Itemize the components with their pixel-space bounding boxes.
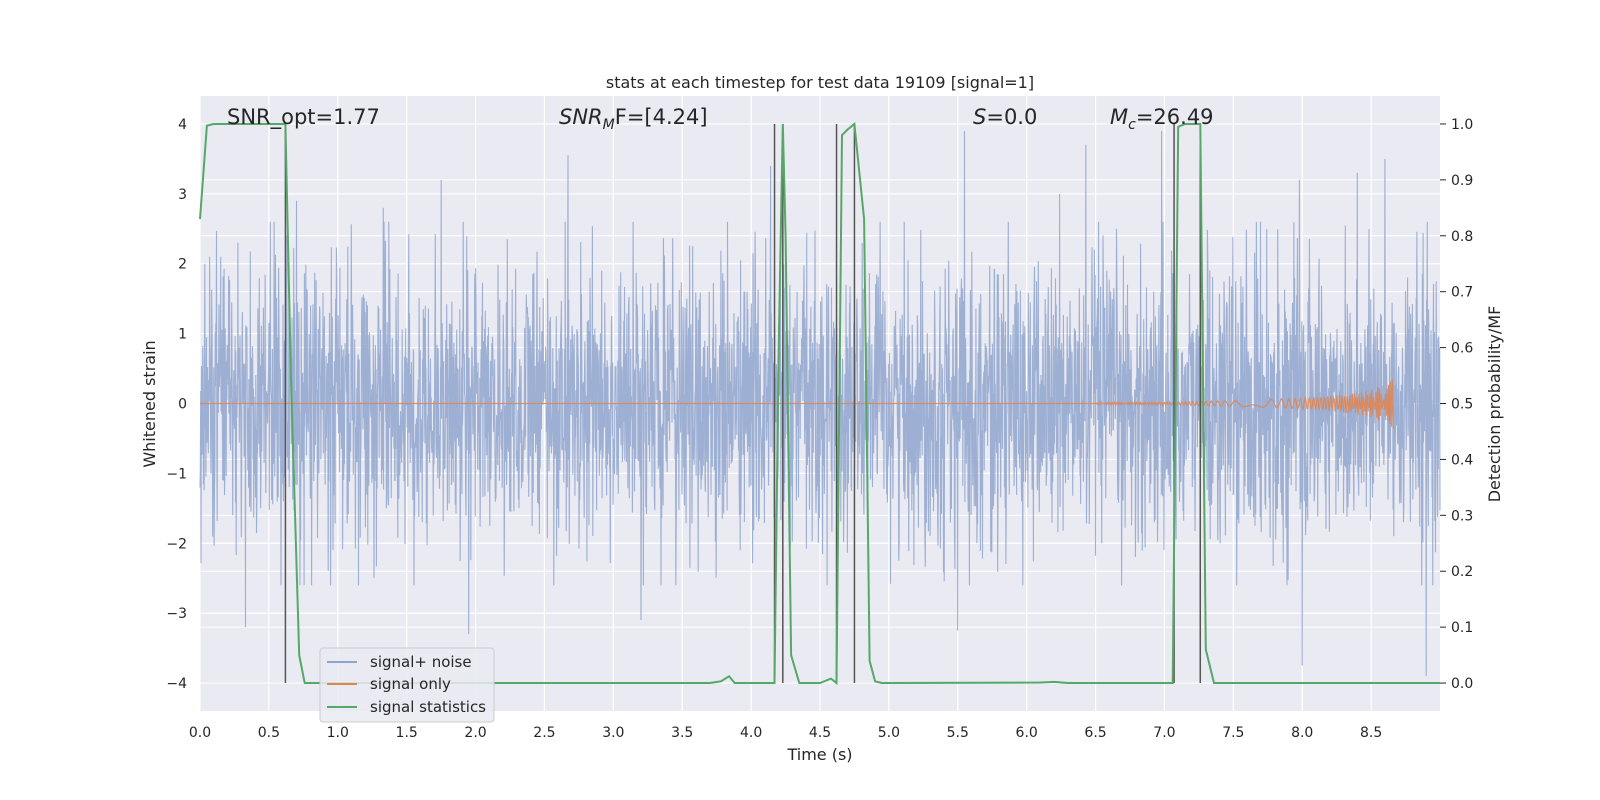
y-right-tick-labels: 1.0 0.9 0.8 0.7 0.6 0.5 0.4 0.3 0.2 0.1 0.0 (1440, 117, 1473, 692)
y-right-tick-label: 0.8 (1451, 229, 1473, 245)
y-tick-label: −1 (166, 466, 187, 482)
y-tick-label: −4 (166, 676, 187, 692)
y-tick-label: 3 (178, 187, 187, 203)
noise-trace (199, 130, 1441, 677)
y-right-tick-label: 0.2 (1451, 564, 1473, 580)
y-right-tick-label: 0.7 (1451, 285, 1473, 301)
x-tick-label: 1.5 (396, 725, 418, 741)
x-tick-label: 0.5 (258, 725, 280, 741)
annotation-snr-mf-main: SNR (559, 105, 603, 129)
x-tick-label: 7.5 (1222, 725, 1244, 741)
x-tick-label: 8.0 (1291, 725, 1313, 741)
legend-label-noise: signal+ noise (370, 653, 472, 671)
legend-label-signal: signal only (370, 675, 451, 693)
signal-statistics-series (199, 122, 1440, 686)
x-tick-label: 3.5 (671, 725, 693, 741)
y-tick-label: 1 (178, 327, 187, 343)
legend-label-statistics: signal statistics (370, 698, 486, 716)
x-tick-labels: 0.0 0.5 1.0 1.5 2.0 2.5 3.0 3.5 4.0 4.5 5.0 5.5 6.0 6… (189, 725, 1382, 741)
y-axis-title: Whitened strain (140, 340, 159, 467)
y-tick-label: −2 (166, 536, 187, 552)
x-tick-label: 3.0 (602, 725, 624, 741)
y-tick-label: 0 (178, 397, 187, 413)
annotation-snr-opt: SNR_opt=1.77 (227, 105, 380, 130)
annotation-s: S=0.0 (973, 105, 1037, 129)
annotation-snr-mf-rest: F=[4.24] (615, 105, 708, 129)
annotation-mc: Mc=26.49 (1110, 105, 1214, 133)
x-tick-label: 2.5 (533, 725, 555, 741)
y-right-tick-label: 0.1 (1451, 620, 1473, 636)
chart-title: stats at each timestep for test data 191… (606, 73, 1034, 92)
y-right-tick-label: 0.0 (1451, 676, 1473, 692)
y-right-tick-label: 0.9 (1451, 173, 1473, 189)
x-tick-label: 5.5 (947, 725, 969, 741)
y-tick-label: 4 (178, 117, 187, 133)
x-tick-label: 8.5 (1360, 725, 1382, 741)
annotation-mc-sub: c (1128, 117, 1136, 133)
annotation-snr-mf: SNRMF=[4.24] (559, 105, 708, 133)
y-right-tick-label: 0.4 (1451, 452, 1473, 468)
signal-trace (200, 379, 1394, 429)
x-tick-label: 6.5 (1084, 725, 1106, 741)
y-right-tick-label: 1.0 (1451, 117, 1473, 133)
statistics-line (199, 122, 1440, 686)
annotation-snr-mf-sub: M (603, 117, 615, 133)
signal-noise-series (199, 130, 1441, 677)
annotation-mc-main: M (1110, 105, 1128, 129)
x-tick-label: 0.0 (189, 725, 211, 741)
y-tick-label: 2 (178, 257, 187, 273)
x-tick-label: 7.0 (1153, 725, 1175, 741)
x-tick-label: 4.0 (740, 725, 762, 741)
x-tick-label: 2.0 (464, 725, 486, 741)
annotation-mc-rest: =26.49 (1136, 105, 1214, 129)
annotation-s-rest: =0.0 (986, 105, 1037, 129)
x-tick-label: 6.0 (1016, 725, 1038, 741)
x-axis-title: Time (s) (786, 745, 852, 764)
x-tick-label: 4.5 (809, 725, 831, 741)
x-tick-label: 1.0 (327, 725, 349, 741)
x-tick-label: 5.0 (878, 725, 900, 741)
legend: signal+ noise signal only signal statist… (319, 647, 495, 723)
y-right-axis-title: Detection probability/MF (1485, 306, 1504, 503)
y-tick-label: −3 (166, 606, 187, 622)
legend-box (319, 647, 495, 723)
y-tick-labels: 4 3 2 1 0 −1 −2 −3 −4 (166, 117, 187, 692)
signal-only-series (200, 379, 1394, 429)
y-right-tick-label: 0.3 (1451, 508, 1473, 524)
y-right-tick-label: 0.6 (1451, 341, 1473, 357)
annotation-s-main: S (973, 105, 986, 129)
y-right-tick-label: 0.5 (1451, 397, 1473, 413)
